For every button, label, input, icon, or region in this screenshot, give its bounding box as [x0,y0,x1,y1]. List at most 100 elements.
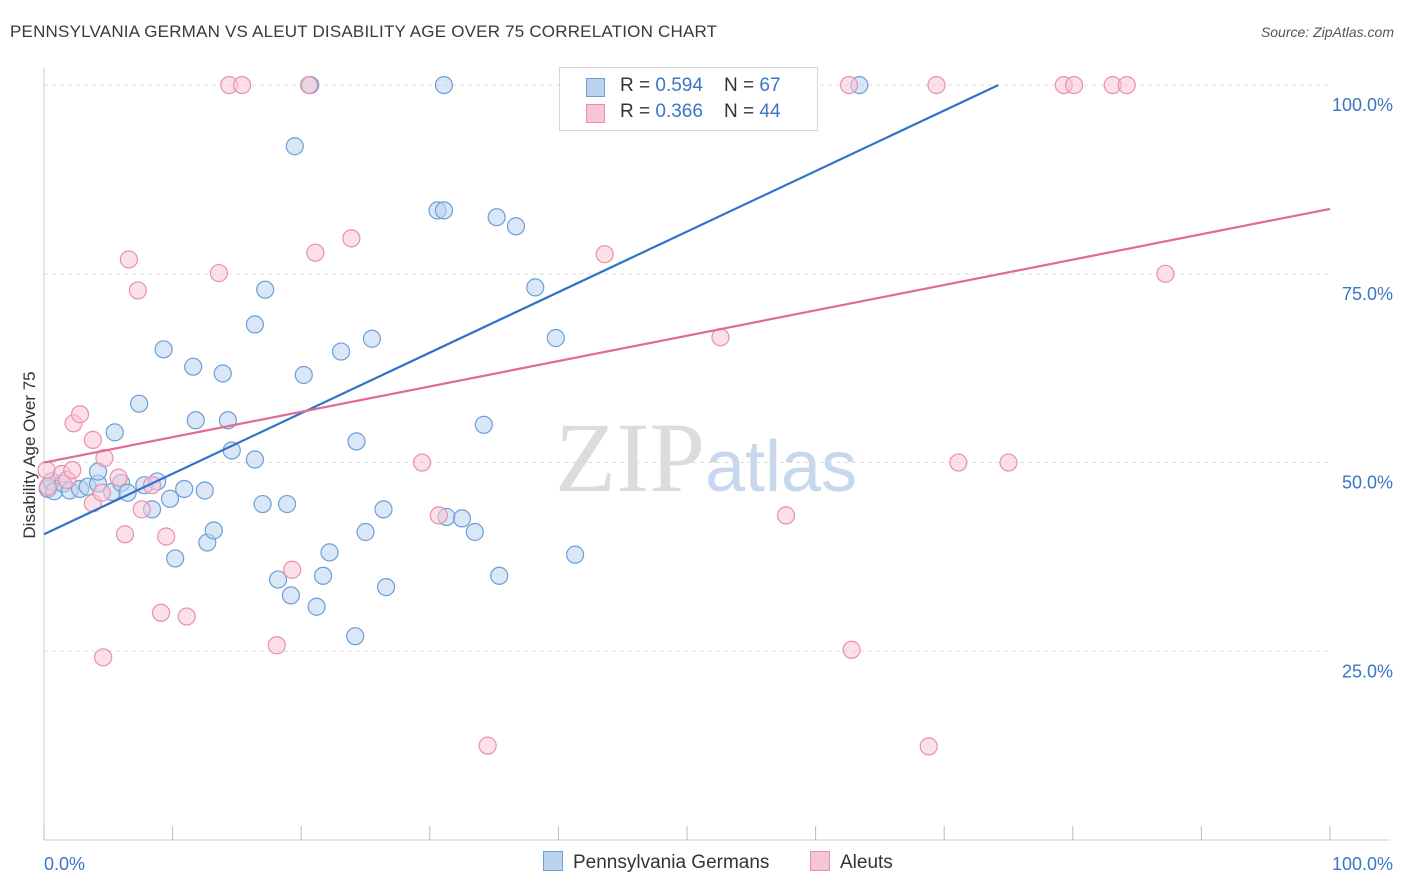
data-point-aleuts [1117,75,1136,95]
data-point-pennsylvania-germans [130,394,149,413]
data-point-aleuts [429,506,448,525]
data-point-pennsylvania-germans [356,522,375,542]
data-point-aleuts [1156,264,1175,283]
data-point-pennsylvania-germans [313,566,333,585]
legend-r-label: R = [620,101,656,122]
data-point-aleuts [132,500,151,519]
data-point-pennsylvania-germans [506,217,526,236]
data-point-aleuts [37,460,56,480]
data-point-pennsylvania-germans [307,597,326,616]
data-point-pennsylvania-germans [245,450,265,469]
watermark-zip: ZIP [555,402,705,513]
data-point-pennsylvania-germans [256,280,275,299]
data-point-aleuts [157,527,176,546]
data-point-aleuts [776,506,796,525]
data-point-aleuts [999,453,1018,472]
legend-n-value: 67 [759,75,781,96]
trend-line-pennsylvania-germans [43,84,999,536]
y-tick-label: 25.0% [1342,661,1393,681]
y-tick-label: 50.0% [1342,473,1393,493]
data-point-aleuts [70,405,90,424]
data-point-pennsylvania-germans [285,137,304,156]
chart-title: PENNSYLVANIA GERMAN VS ALEUT DISABILITY … [10,22,718,41]
gridlines [44,84,1330,652]
data-point-aleuts [299,75,319,95]
data-point-aleuts [949,453,968,472]
data-point-aleuts [283,560,302,579]
data-point-aleuts [151,603,171,622]
data-point-pennsylvania-germans [320,543,339,562]
legend-swatch-blue [586,78,605,97]
data-point-pennsylvania-germans [186,411,205,430]
data-point-pennsylvania-germans [374,500,393,519]
data-point-pennsylvania-germans [546,328,565,348]
watermark-atlas: atlas [705,427,858,507]
data-point-aleuts [115,525,135,544]
data-point-aleuts [92,483,111,502]
data-point-pennsylvania-germans [175,479,194,499]
data-point-pennsylvania-germans [294,365,313,385]
legend-r-value: 0.366 [655,101,703,122]
watermark: ZIPatlas [555,400,857,515]
data-point-aleuts [306,243,325,262]
data-point-aleuts [119,250,138,269]
data-point-pennsylvania-germans [184,357,203,376]
legend-text: R = 0.366 N = 44 [620,101,781,123]
data-point-pennsylvania-germans [204,521,223,540]
data-point-pennsylvania-germans [465,522,484,542]
data-point-aleuts [412,453,432,472]
y-tick-label: 75.0% [1342,284,1393,304]
tick-labels: 25.0% 50.0% 75.0% 100.0% 0.0% 100.0% [44,95,1393,874]
data-point-pennsylvania-germans [268,570,288,589]
data-point-pennsylvania-germans [490,566,509,585]
bottom-legend-label: Aleuts [840,852,893,873]
data-point-aleuts [83,430,102,450]
data-point-pennsylvania-germans [195,481,214,500]
data-point-aleuts [919,737,938,756]
data-point-aleuts [128,281,147,300]
y-tick-label: 100.0% [1332,95,1393,115]
data-point-pennsylvania-germans [253,494,272,514]
bottom-legend-aleuts: Aleuts [810,851,893,874]
legend-n-label: N = [724,101,760,122]
data-point-pennsylvania-germans [331,342,351,361]
data-point-aleuts [94,648,113,667]
data-point-pennsylvania-germans [222,441,241,460]
data-point-aleuts [842,640,861,659]
data-point-aleuts [63,460,82,480]
data-point-pennsylvania-germans [105,423,124,442]
data-point-aleuts [927,75,946,95]
data-point-aleuts [232,75,252,95]
series-aleuts [37,75,1175,756]
data-point-aleuts [342,229,361,248]
data-point-aleuts [209,263,228,283]
x-tick-label: 100.0% [1332,854,1393,874]
data-point-aleuts [1064,75,1084,95]
data-point-pennsylvania-germans [566,545,585,564]
correlation-legend: R = 0.594 N = 67 R = 0.366 N = 44 [559,67,818,131]
series-pennsylvania-germans [38,75,869,646]
data-point-pennsylvania-germans [452,509,472,528]
data-point-pennsylvania-germans [487,208,506,227]
data-point-aleuts [38,477,57,496]
data-point-pennsylvania-germans [474,415,493,434]
x-tick-label: 0.0% [44,854,85,874]
data-point-pennsylvania-germans [213,364,232,383]
data-point-pennsylvania-germans [434,75,454,95]
data-point-aleuts [109,468,128,487]
data-point-pennsylvania-germans [362,329,382,348]
data-point-pennsylvania-germans [245,315,265,334]
bottom-legend-swatch-pink [810,851,830,871]
data-point-aleuts [177,607,196,626]
axes [43,68,1390,841]
data-point-pennsylvania-germans [277,494,297,514]
bottom-legend-pennsylvania-germans: Pennsylvania Germans [543,851,769,874]
legend-swatch-pink [586,104,605,123]
data-point-pennsylvania-germans [434,201,454,220]
bottom-legend-label: Pennsylvania Germans [573,852,770,873]
legend-n-value: 44 [759,101,781,122]
trend-line-aleuts [43,207,1331,464]
data-point-aleuts [267,636,286,655]
legend-text: R = 0.594 N = 67 [620,75,781,97]
